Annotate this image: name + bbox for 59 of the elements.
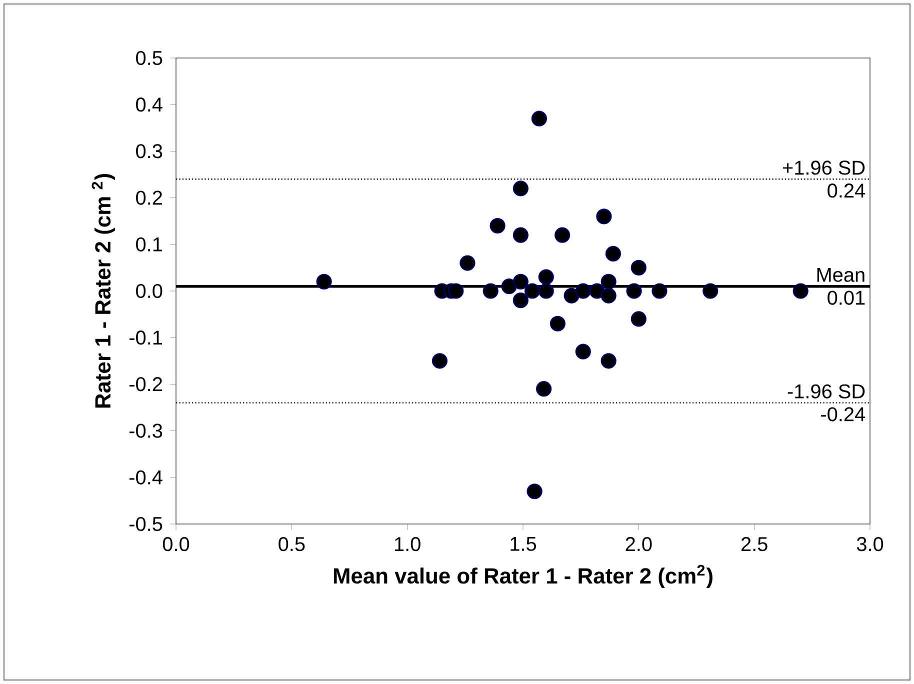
x-tick-label: 2.0 bbox=[626, 537, 652, 552]
point bbox=[538, 269, 554, 285]
x-tick-label: 3.0 bbox=[856, 537, 884, 552]
point bbox=[575, 344, 591, 360]
point bbox=[702, 283, 718, 299]
x-tick-label: 0.5 bbox=[278, 537, 305, 552]
point bbox=[432, 353, 448, 369]
point bbox=[536, 381, 552, 397]
ref-line-label: -1.96 SD bbox=[788, 384, 865, 398]
ref-line-label: +1.96 SD bbox=[782, 160, 865, 175]
y-axis-title: Rater 1 - Rater 2 (cm $^{2}$) bbox=[92, 174, 115, 408]
ref-line-label: Mean bbox=[817, 268, 864, 282]
point bbox=[652, 283, 668, 299]
point bbox=[490, 218, 506, 234]
point bbox=[605, 246, 622, 262]
y-tick-label: -0.4 bbox=[130, 470, 162, 484]
point bbox=[316, 274, 332, 290]
point bbox=[512, 274, 528, 290]
y-tick-label: 0.0 bbox=[136, 284, 162, 298]
point bbox=[460, 255, 476, 271]
point bbox=[600, 353, 616, 369]
annotation: 0.01 bbox=[828, 290, 865, 305]
y-tick-label: -0.2 bbox=[130, 377, 162, 392]
annotation: 0.24 bbox=[828, 184, 866, 198]
y-tick-label: -0.5 bbox=[130, 516, 162, 532]
point bbox=[526, 484, 542, 500]
point bbox=[524, 283, 540, 299]
x-axis-title: Mean value of Rater 1 - Rater 2 (cm$^{2}$) bbox=[334, 564, 712, 588]
point bbox=[626, 283, 642, 299]
annotation: -0.24 bbox=[821, 407, 866, 422]
y-tick-label: -0.3 bbox=[130, 424, 162, 438]
point bbox=[482, 283, 498, 299]
point bbox=[600, 274, 616, 290]
y-tick-label: 0.5 bbox=[136, 50, 162, 66]
point bbox=[538, 283, 554, 299]
x-tick-label: 2.5 bbox=[741, 537, 768, 552]
point bbox=[792, 283, 808, 299]
point bbox=[600, 288, 616, 304]
y-tick-label: 0.2 bbox=[136, 190, 162, 205]
point bbox=[630, 311, 646, 327]
point bbox=[630, 260, 646, 276]
point bbox=[501, 278, 517, 294]
y-tick-label: 0.1 bbox=[136, 237, 162, 252]
y-tick-label: 0.3 bbox=[136, 144, 162, 158]
x-tick-label: 0.0 bbox=[162, 537, 190, 552]
point bbox=[448, 283, 464, 299]
point bbox=[550, 316, 566, 332]
y-tick-label: 0.4 bbox=[136, 98, 162, 112]
point bbox=[512, 180, 528, 196]
x-tick-label: 1.5 bbox=[510, 537, 536, 551]
point bbox=[531, 110, 547, 126]
point bbox=[554, 227, 570, 243]
y-tick-label: -0.1 bbox=[130, 330, 162, 345]
point bbox=[564, 288, 580, 304]
point bbox=[512, 227, 528, 243]
point bbox=[512, 292, 528, 308]
x-tick-label: 1.0 bbox=[395, 537, 420, 552]
point bbox=[575, 283, 591, 299]
point bbox=[596, 208, 612, 224]
